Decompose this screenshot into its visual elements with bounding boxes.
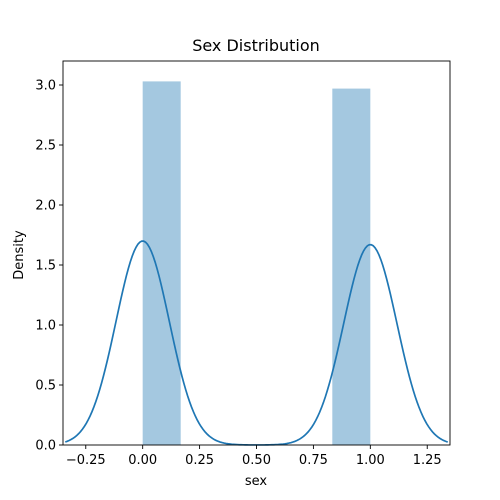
x-tick-label-2: 0.25: [185, 453, 214, 468]
x-axis-label: sex: [245, 474, 268, 489]
y-tick-label-6: 3.0: [35, 79, 56, 94]
y-axis: 0.0 0.5 1.0 1.5 2.0 2.5 3.0: [35, 79, 63, 454]
y-axis-label: Density: [12, 230, 27, 280]
chart-title: Sex Distribution: [192, 36, 320, 55]
x-tick-label-1: 0.00: [128, 453, 157, 468]
histogram-bar-1: [332, 88, 371, 445]
x-tick-label-6: 1.25: [413, 453, 442, 468]
y-tick-label-2: 1.0: [35, 319, 56, 334]
x-tick-label-0: −0.25: [66, 453, 106, 468]
y-tick-label-3: 1.5: [35, 259, 56, 274]
kde-line: [64, 240, 449, 446]
y-tick-label-1: 0.5: [35, 379, 56, 394]
plot-frame: [62, 60, 451, 446]
x-axis: −0.25 0.00 0.25 0.50 0.75 1.00 1.25: [66, 445, 442, 468]
x-tick-label-4: 0.75: [299, 453, 328, 468]
histogram-bar-0: [142, 81, 181, 446]
plot-area: [62, 60, 451, 446]
x-tick-label-5: 1.00: [356, 453, 385, 468]
y-tick-label-5: 2.5: [35, 139, 56, 154]
x-tick-label-3: 0.50: [242, 453, 271, 468]
y-tick-label-0: 0.0: [35, 439, 56, 454]
y-tick-label-4: 2.0: [35, 199, 56, 214]
